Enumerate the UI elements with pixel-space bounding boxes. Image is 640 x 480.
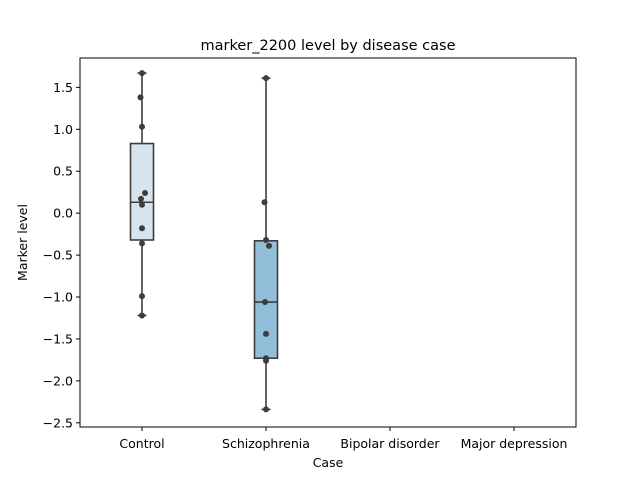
x-tick-label: Bipolar disorder xyxy=(340,436,440,451)
data-point xyxy=(266,242,272,249)
y-tick-label: −0.5 xyxy=(43,248,73,263)
y-tick-label: 1.5 xyxy=(53,80,73,95)
data-point xyxy=(263,330,269,337)
data-point xyxy=(261,199,268,206)
plot-frame xyxy=(79,57,577,428)
chart-title: marker_2200 level by disease case xyxy=(201,38,456,54)
data-point xyxy=(139,293,145,300)
y-tick-label: −2.5 xyxy=(43,415,73,430)
data-point xyxy=(263,236,269,243)
data-point xyxy=(139,123,145,130)
data-point xyxy=(142,190,148,197)
x-tick-label: Major depression xyxy=(461,436,568,451)
data-point xyxy=(139,312,145,319)
data-point xyxy=(263,406,269,413)
y-tick-label: −1.5 xyxy=(43,331,73,346)
x-axis-label: Case xyxy=(313,455,344,470)
data-point xyxy=(137,94,144,101)
data-point xyxy=(139,201,145,208)
y-tick-label: 0.5 xyxy=(53,164,73,179)
data-point xyxy=(138,195,144,202)
x-tick-label: Control xyxy=(119,436,164,451)
y-tick-label: −2.0 xyxy=(43,373,73,388)
x-tick-label: Schizophrenia xyxy=(222,436,310,451)
y-tick-label: 1.0 xyxy=(53,122,73,137)
y-tick-label: 0.0 xyxy=(53,206,73,221)
data-point xyxy=(263,75,269,82)
box-control xyxy=(129,142,155,241)
data-point xyxy=(139,225,145,232)
y-axis-label: Marker level xyxy=(15,204,30,281)
data-point xyxy=(139,70,145,77)
y-tick-label: −1.0 xyxy=(43,290,73,305)
data-point xyxy=(263,357,269,364)
data-point xyxy=(139,240,145,247)
data-point xyxy=(262,299,268,306)
